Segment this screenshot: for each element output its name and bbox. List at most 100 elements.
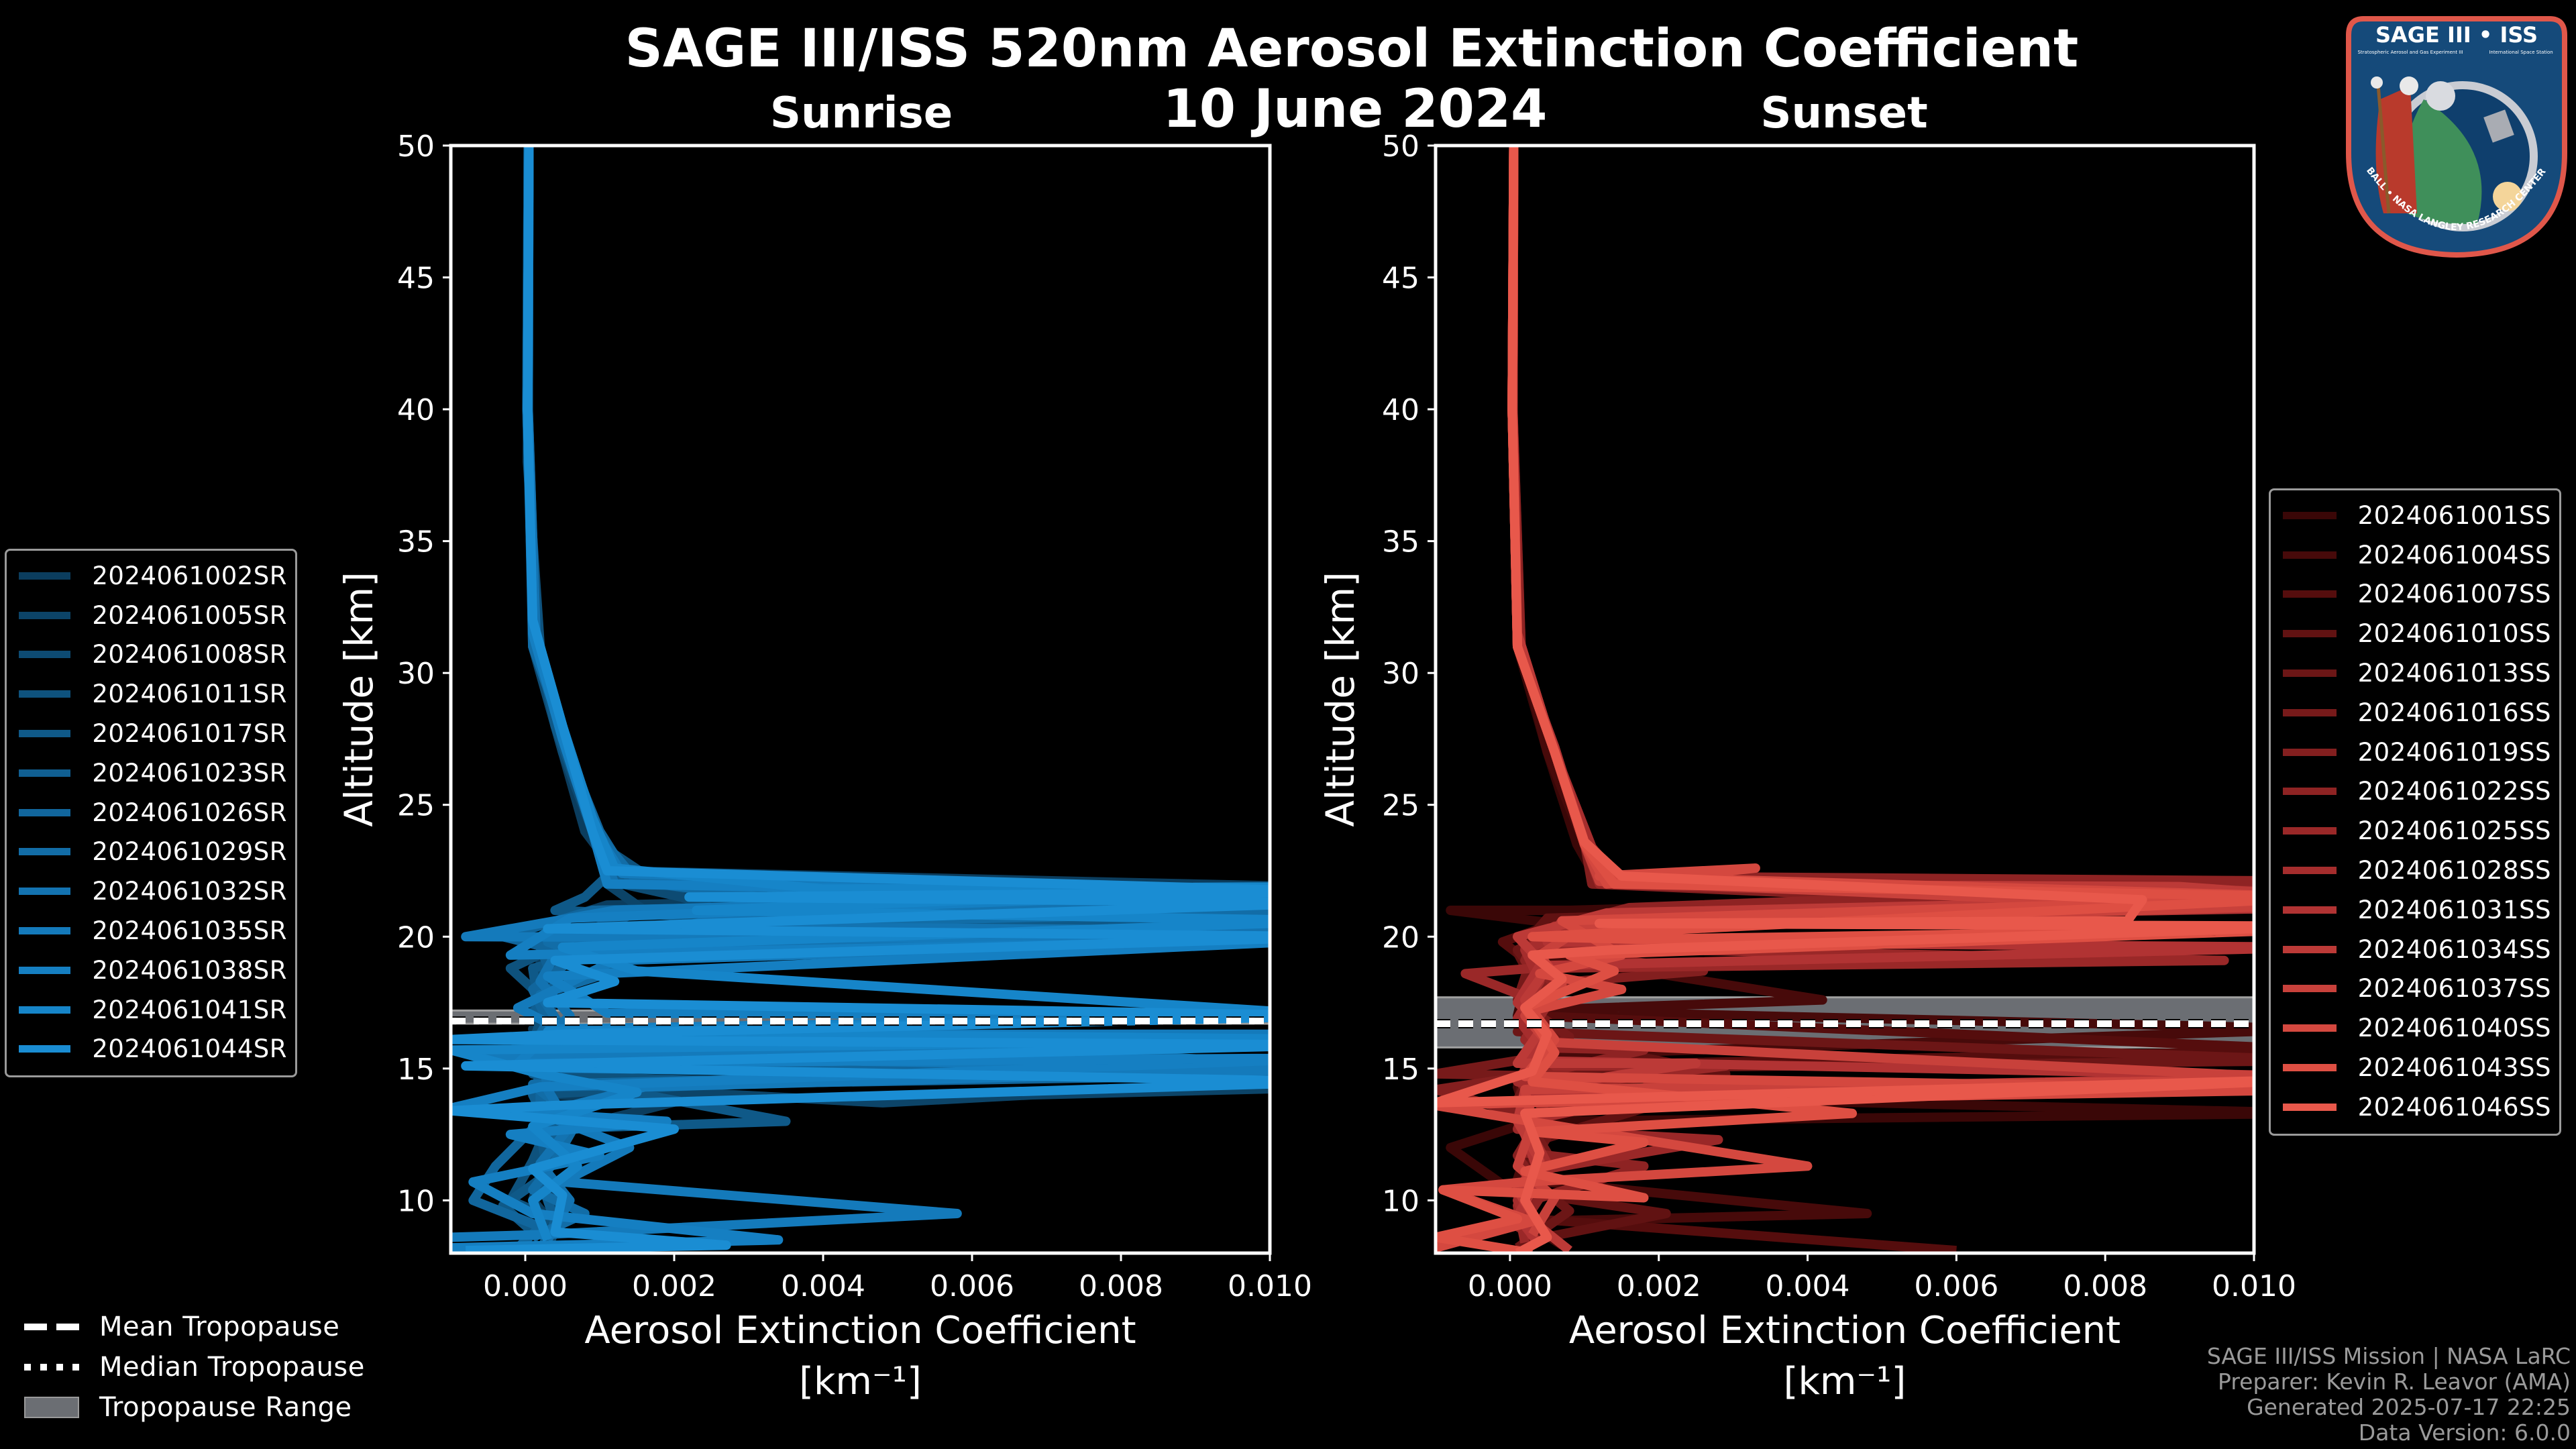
panel-title-sunrise: Sunrise <box>769 89 953 138</box>
footer-mission: SAGE III/ISS Mission | NASA LaRC <box>2206 1343 2571 1369</box>
y-tick-label: 25 <box>1382 789 1419 823</box>
series-line-2024061044SR <box>451 146 1270 1253</box>
legend-item: 2024061028SS <box>2279 851 2551 890</box>
y-tick-label: 40 <box>1382 393 1419 427</box>
legend-line-swatch-icon <box>19 572 71 580</box>
legend-label: 2024061038SR <box>92 955 287 985</box>
logo-title: SAGE III • ISS <box>2375 22 2538 48</box>
legend-item: 2024061032SR <box>15 871 287 911</box>
y-tick-label: 50 <box>1382 129 1419 164</box>
legend-item: 2024061029SR <box>15 833 287 872</box>
footer-preparer: Preparer: Kevin R. Leavor (AMA) <box>2218 1368 2571 1395</box>
legend-line-swatch-icon <box>2283 748 2337 756</box>
legend-line-swatch-icon <box>2283 511 2337 519</box>
legend-label: 2024061022SS <box>2357 777 2551 806</box>
sun-icon <box>2493 182 2522 211</box>
legend-item: 2024061026SR <box>15 793 287 833</box>
y-tick-label: 30 <box>397 657 435 691</box>
legend-item: 2024061001SS <box>2279 496 2551 535</box>
legend-line-swatch-icon <box>2283 906 2337 914</box>
x-tick-label: 0.006 <box>930 1269 1014 1303</box>
legend-label: 2024061002SR <box>92 561 287 590</box>
y-tick-label: 10 <box>1382 1184 1419 1218</box>
y-axis-label: Altitude [km] <box>1318 572 1363 826</box>
legend-label: 2024061016SS <box>2357 698 2551 727</box>
legend-label: 2024061007SS <box>2357 580 2551 609</box>
legend-line-swatch-icon <box>19 651 71 659</box>
legend-line-swatch-icon <box>19 888 71 896</box>
y-tick-label: 25 <box>397 789 435 823</box>
plot-area <box>1436 146 2254 1253</box>
legend-item: 2024061023SR <box>15 753 287 793</box>
x-axis-units: [km⁻¹] <box>1784 1360 1907 1403</box>
tropopause-legend: Mean Tropopause Median Tropopause Tropop… <box>0 1307 365 1428</box>
plot-area <box>451 146 1270 1253</box>
legend-line-swatch-icon <box>19 769 71 777</box>
y-tick-label: 35 <box>1382 525 1419 559</box>
figure-title: SAGE III/ISS 520nm Aerosol Extinction Co… <box>625 19 2079 79</box>
x-axis-label: Aerosol Extinction Coefficient <box>584 1309 1136 1352</box>
legend-label: 2024061037SS <box>2357 974 2551 1004</box>
legend-item: 2024061041SR <box>15 990 287 1030</box>
x-tick-label: 0.002 <box>1617 1269 1701 1303</box>
legend-item: 2024061017SR <box>15 714 287 753</box>
legend-label: 2024061001SS <box>2357 500 2551 530</box>
y-tick-label: 15 <box>1382 1053 1419 1087</box>
legend-label: 2024061019SS <box>2357 737 2551 767</box>
legend-item: 2024061013SS <box>2279 653 2551 693</box>
legend-item: 2024061005SR <box>15 596 287 635</box>
legend-line-swatch-icon <box>2283 827 2337 835</box>
legend-line-swatch-icon <box>2283 1103 2337 1111</box>
y-tick-label: 35 <box>397 525 435 559</box>
x-axis-units: [km⁻¹] <box>799 1360 922 1403</box>
legend-item: 2024061025SS <box>2279 811 2551 851</box>
credits-footer: SAGE III/ISS Mission | NASA LaRC Prepare… <box>2207 1344 2571 1446</box>
legend-label: 2024061046SS <box>2357 1092 2551 1122</box>
legend-label: 2024061028SS <box>2357 856 2551 885</box>
legend-item: 2024061040SS <box>2279 1008 2551 1048</box>
legend-item: 2024061043SS <box>2279 1048 2551 1087</box>
series-line-2024061046SS <box>1436 146 2254 1253</box>
legend-label: 2024061044SR <box>92 1034 287 1064</box>
x-tick-label: 0.010 <box>2212 1269 2296 1303</box>
legend-label: 2024061004SS <box>2357 540 2551 570</box>
sunrise-legend: 2024061002SR 2024061005SR 2024061008SR 2024… <box>5 549 297 1078</box>
legend-label: 2024061023SR <box>92 758 287 788</box>
footer-data-version: Data Version: 6.0.0 <box>2358 1419 2571 1446</box>
range-band-icon <box>24 1396 79 1419</box>
x-tick-label: 0.002 <box>632 1269 716 1303</box>
y-tick-label: 50 <box>397 129 435 164</box>
legend-label: 2024061013SS <box>2357 659 2551 688</box>
legend-label: 2024061040SS <box>2357 1014 2551 1043</box>
panel-title-sunset: Sunset <box>1760 89 1928 138</box>
legend-line-swatch-icon <box>19 1045 71 1053</box>
legend-line-swatch-icon <box>2283 788 2337 796</box>
legend-item: 2024061031SS <box>2279 890 2551 930</box>
legend-median-tropopause: Median Tropopause <box>0 1347 365 1387</box>
legend-item: 2024061035SR <box>15 911 287 951</box>
dotted-line-icon <box>24 1362 79 1372</box>
axes-frame <box>1434 144 2256 1255</box>
legend-line-swatch-icon <box>2283 669 2337 678</box>
dashed-line-icon <box>24 1322 79 1332</box>
logo-subtitle-right: International Space Station <box>2489 50 2553 55</box>
y-tick-label: 45 <box>1382 262 1419 296</box>
legend-label: 2024061034SS <box>2357 934 2551 964</box>
legend-item: 2024061007SS <box>2279 575 2551 614</box>
legend-item: 2024061004SS <box>2279 535 2551 575</box>
legend-label: 2024061043SS <box>2357 1053 2551 1083</box>
footer-generated: Generated 2025-07-17 22:25 <box>2247 1394 2571 1420</box>
y-tick-label: 30 <box>1382 657 1419 691</box>
legend-line-swatch-icon <box>2283 867 2337 875</box>
x-tick-label: 0.004 <box>1766 1269 1850 1303</box>
iss-icon <box>2483 109 2514 143</box>
axes-frame <box>449 144 1272 1255</box>
figure-subtitle-date: 10 June 2024 <box>1163 79 1548 140</box>
sunset-plot: 10 15 20 25 30 35 40 45 50 0.000 0.002 0.004 0.006 0.… <box>1318 129 2296 1403</box>
legend-label: 2024061017SR <box>92 719 287 749</box>
legend-line-swatch-icon <box>19 690 71 698</box>
legend-item: 2024061008SR <box>15 635 287 675</box>
legend-line-swatch-icon <box>19 927 71 935</box>
legend-line-swatch-icon <box>2283 1064 2337 1072</box>
